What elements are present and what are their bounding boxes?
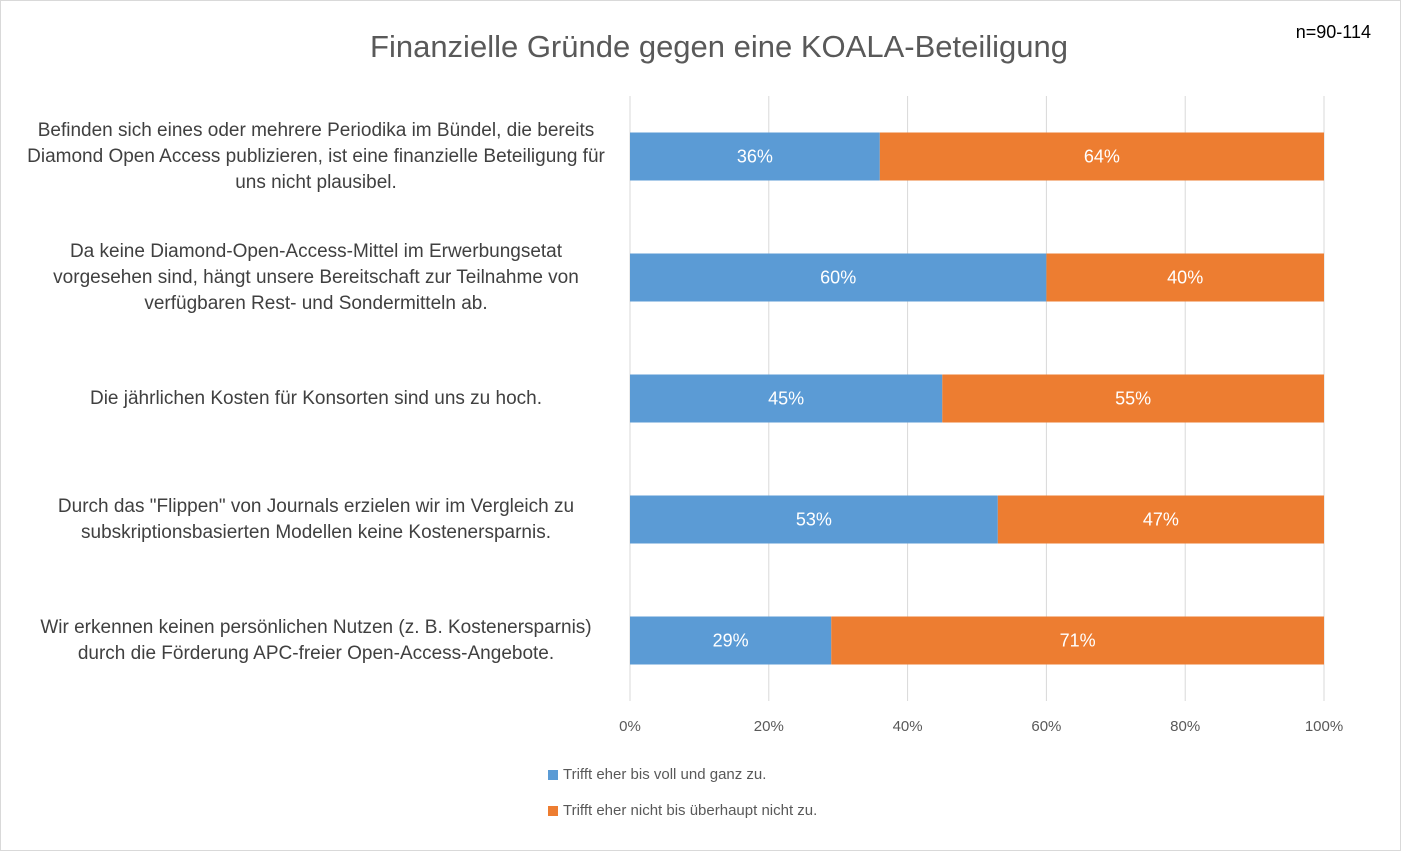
legend-swatch [548,770,558,780]
value-label: 45% [768,388,804,408]
x-tick-label: 40% [893,718,923,735]
bar-segment [630,253,1047,302]
value-label: 71% [1060,630,1096,650]
x-tick-label: 80% [1170,718,1200,735]
bar-segment [1046,253,1324,302]
annotation: n=90-114 [1296,22,1371,42]
category-label: Befinden sich eines oder mehrere Periodi… [27,119,605,193]
legend-label: Trifft eher nicht bis überhaupt nicht zu… [563,802,817,819]
legend-swatch [548,806,558,816]
x-tick-label: 20% [754,718,784,735]
bar-segment [942,374,1324,423]
category-label: Die jährlichen Kosten für Konsorten sind… [89,387,543,409]
x-tick-label: 100% [1305,718,1343,735]
x-tick-label: 0% [619,718,641,735]
bar-segment [630,374,943,423]
bar-segment [630,495,998,544]
value-label: 40% [1167,267,1203,287]
value-label: 55% [1115,388,1151,408]
value-label: 53% [796,509,832,529]
x-tick-label: 60% [1031,718,1061,735]
category-label: Wir erkennen keinen persönlichen Nutzen … [40,616,592,664]
bar-segment [997,495,1324,544]
value-label: 60% [820,267,856,287]
category-label: Durch das "Flippen" von Journals erziele… [57,495,575,543]
chart-title: Finanzielle Gründe gegen eine KOALA-Bete… [370,29,1068,64]
bar-segment [630,132,880,181]
bar-segment [879,132,1324,181]
value-label: 47% [1143,509,1179,529]
bar-segment [630,616,832,665]
legend-label: Trifft eher bis voll und ganz zu. [563,766,766,783]
value-label: 64% [1084,146,1120,166]
value-label: 36% [737,146,773,166]
bar-segment [831,616,1324,665]
value-label: 29% [713,630,749,650]
category-label: Da keine Diamond-Open-Access-Mittel im E… [53,240,579,314]
